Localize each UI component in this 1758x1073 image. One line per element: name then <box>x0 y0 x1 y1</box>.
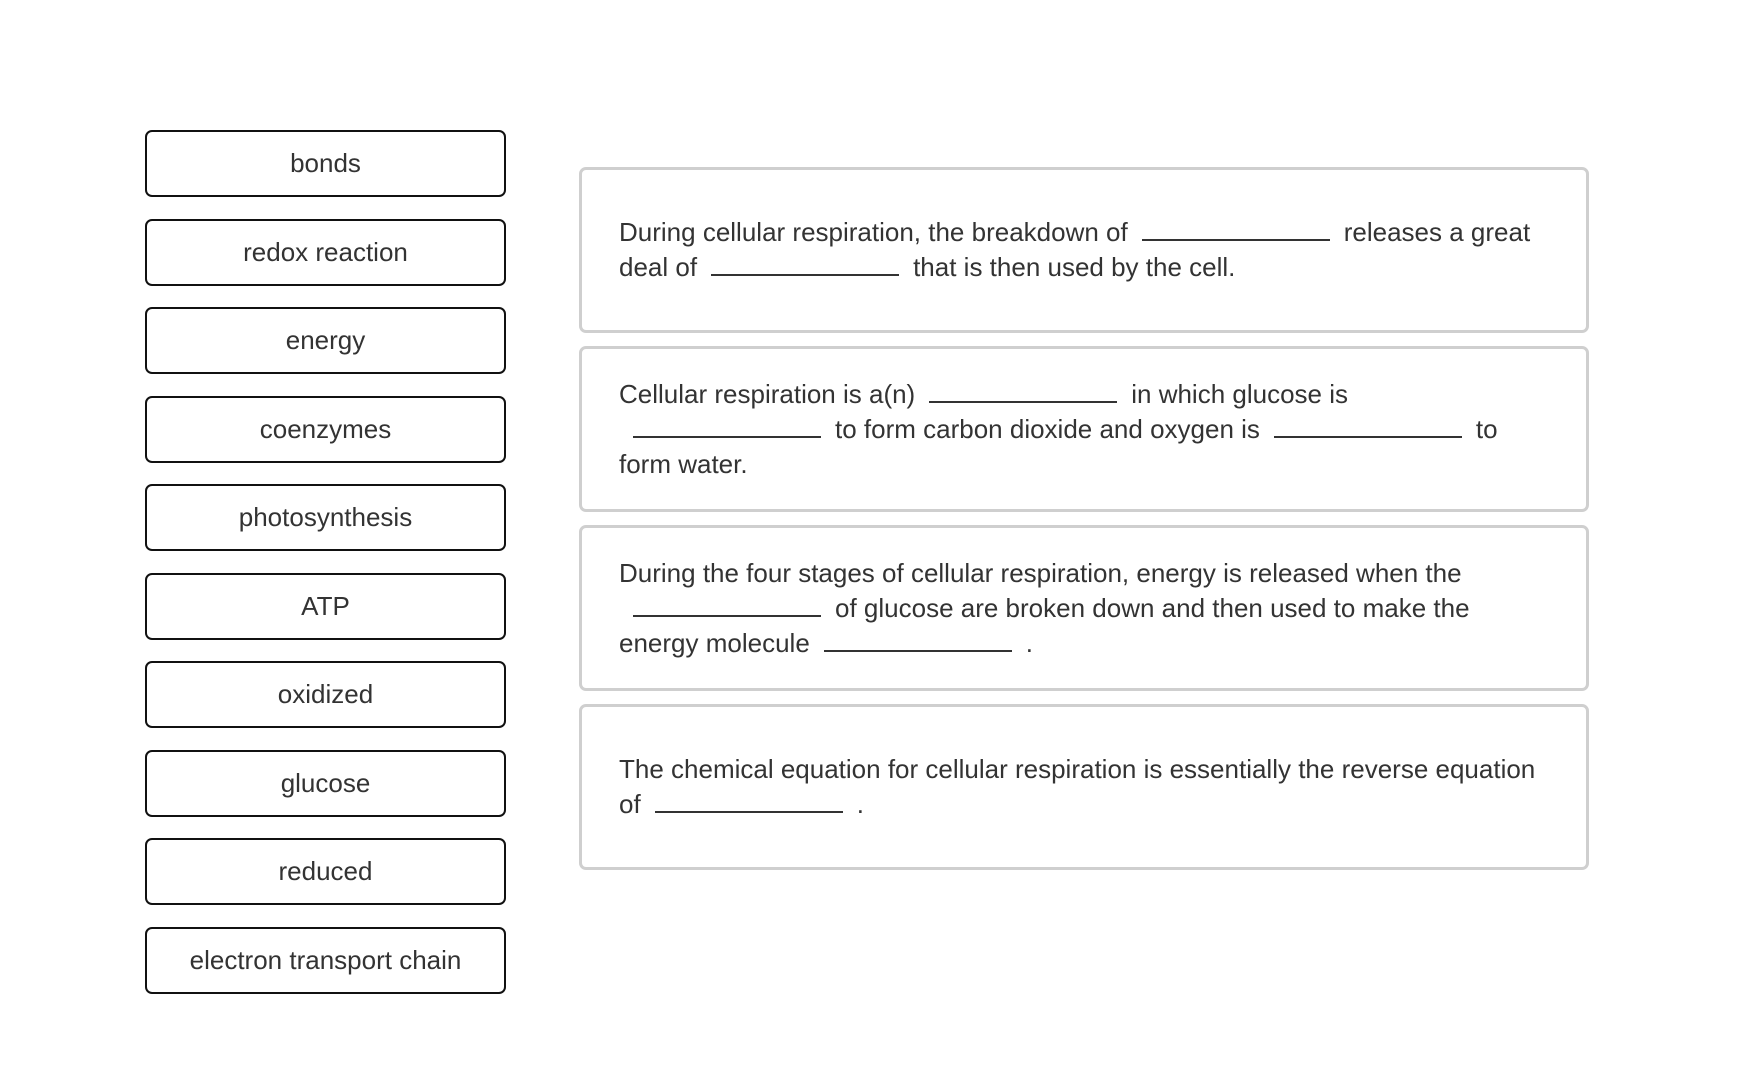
draggable-answer-chip[interactable]: redox reaction <box>145 218 506 286</box>
drop-blank[interactable] <box>711 252 900 276</box>
statement-fragment: of glucose are broken down and then used… <box>619 592 1470 658</box>
drop-blank[interactable] <box>1141 217 1330 241</box>
statement-drop-panel: Cellular respiration is a(n) in which glu… <box>579 346 1589 512</box>
statement-text: During cellular respiration, the breakdo… <box>619 215 1546 285</box>
statement-fragment: that is then used by the cell. <box>913 252 1236 282</box>
statement-fragment: During the four stages of cellular respi… <box>619 557 1462 588</box>
draggable-answer-chip[interactable]: electron transport chain <box>145 926 506 994</box>
statement-panels: During cellular respiration, the breakdo… <box>579 167 1589 883</box>
drop-blank[interactable] <box>1273 414 1462 438</box>
draggable-answer-chip[interactable]: coenzymes <box>145 395 506 463</box>
draggable-answer-chip[interactable]: glucose <box>145 749 506 817</box>
statement-text: During the four stages of cellular respi… <box>619 556 1546 661</box>
draggable-answer-chip[interactable]: energy <box>145 307 506 374</box>
drop-blank[interactable] <box>654 789 843 813</box>
drop-blank[interactable] <box>633 593 821 617</box>
statement-fragment: The chemical equation for cellular respi… <box>619 754 1536 819</box>
statement-fragment: Cellular respiration is a(n) <box>619 378 916 409</box>
statement-drop-panel: The chemical equation for cellular respi… <box>579 704 1589 870</box>
draggable-answer-chip[interactable]: reduced <box>145 838 506 905</box>
drop-blank[interactable] <box>823 628 1012 652</box>
statement-text: Cellular respiration is a(n) in which glu… <box>619 377 1546 482</box>
statement-fragment: to form water. <box>619 413 1498 479</box>
statement-fragment: releases a great deal of <box>619 217 1531 282</box>
statement-drop-panel: During cellular respiration, the breakdo… <box>579 167 1589 333</box>
statement-fragment: to form carbon dioxide and oxygen is <box>835 413 1260 444</box>
draggable-answer-chip[interactable]: photosynthesis <box>145 484 506 551</box>
statement-fragment: During cellular respiration, the breakdo… <box>619 217 1128 247</box>
word-bank: bonds redox reaction energy coenzymes photos… <box>145 130 506 1015</box>
statement-text: The chemical equation for cellular respi… <box>619 752 1546 822</box>
drop-blank[interactable] <box>633 414 821 438</box>
draggable-answer-chip[interactable]: ATP <box>145 572 506 640</box>
drop-blank[interactable] <box>929 379 1118 403</box>
statement-fragment: . <box>856 789 864 819</box>
statement-fragment: . <box>1025 627 1034 658</box>
draggable-answer-chip[interactable]: oxidized <box>145 661 506 728</box>
draggable-answer-chip[interactable]: bonds <box>145 130 506 197</box>
statement-fragment: in which glucose is <box>1131 378 1349 409</box>
statement-drop-panel: During the four stages of cellular respi… <box>579 525 1589 691</box>
